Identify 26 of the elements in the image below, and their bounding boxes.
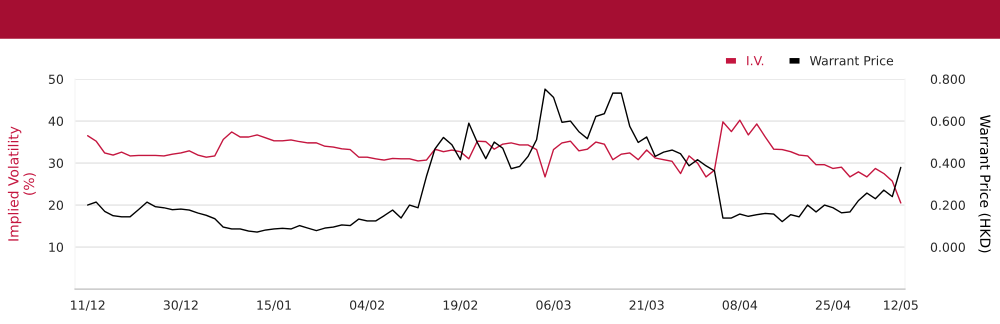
- y2-tick-label: 0.200: [930, 200, 965, 210]
- x-tick-label: 12/05: [884, 300, 918, 311]
- x-tick-label: 15/01: [257, 300, 291, 311]
- y-axis-title: Implied Volatility (%): [8, 126, 36, 241]
- y-tick-label: 20: [48, 200, 64, 210]
- y-tick-label: 50: [48, 74, 64, 84]
- legend-label: I.V.: [747, 56, 764, 66]
- x-tick-label: 30/12: [164, 300, 198, 311]
- x-tick-label: 11/12: [71, 300, 104, 311]
- x-tick-label: 21/03: [630, 300, 664, 311]
- y-tick-label: 30: [48, 158, 64, 168]
- x-tick-label: 19/02: [444, 300, 478, 311]
- line-series: [87, 88, 902, 233]
- y2-tick-label: 0.400: [930, 158, 965, 168]
- legend-label: Warrant Price: [810, 56, 894, 66]
- y-tick-label: 40: [48, 116, 64, 126]
- y2-axis-title: Warrant Price (HKD): [978, 114, 991, 252]
- y2-tick-label: 0.800: [930, 74, 965, 84]
- x-tick-label: 06/03: [536, 300, 571, 311]
- line-series: [87, 120, 902, 204]
- y2-tick-label: 0.000: [930, 242, 965, 252]
- x-tick-label: 08/04: [722, 300, 758, 311]
- y-tick-label: 10: [49, 242, 64, 252]
- y2-tick-label: 0.600: [930, 116, 965, 126]
- x-tick-label: 25/04: [816, 300, 850, 311]
- x-tick-label: 04/02: [350, 300, 384, 311]
